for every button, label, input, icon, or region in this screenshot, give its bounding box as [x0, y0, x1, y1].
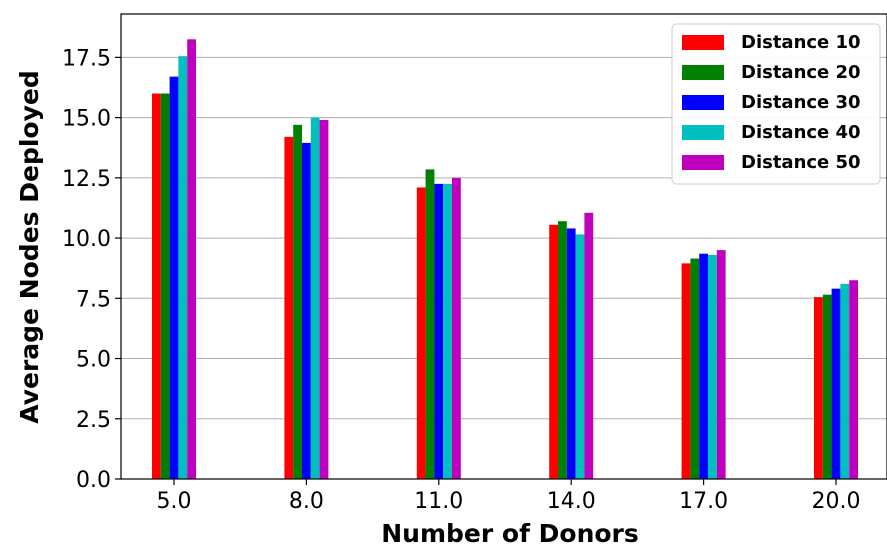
x-tick-label: 20.0: [812, 489, 861, 514]
bar-distance-20: [822, 294, 832, 479]
bar-distance-20: [558, 221, 567, 479]
x-tick-label: 8.0: [289, 489, 324, 514]
bar-distance-10: [416, 187, 426, 479]
legend: Distance 10 Distance 20 Distance 30 Distanc…: [671, 23, 881, 185]
gridlines: [121, 56, 887, 480]
y-tick-label: 17.5: [62, 46, 111, 71]
legend-label: Distance 40: [741, 122, 861, 143]
bar-distance-10: [549, 224, 558, 479]
y-axis: 0.0 2.5 5.0 7.5 10.0 12.5 15.0 17.5: [62, 46, 121, 493]
legend-label: Distance 10: [741, 32, 861, 53]
bar-distance-40: [443, 183, 452, 479]
bar-distance-50: [319, 120, 329, 479]
bar-distance-20: [690, 258, 700, 479]
bar-distance-40: [178, 56, 188, 480]
bar-distance-40: [310, 117, 320, 479]
bar-distance-30: [699, 253, 708, 479]
y-tick-label: 0.0: [76, 468, 111, 493]
bar-distance-40: [708, 254, 717, 479]
legend-swatch: [682, 35, 724, 50]
y-tick-label: 10.0: [62, 227, 111, 252]
y-tick-label: 5.0: [76, 348, 111, 373]
bar-distance-50: [584, 212, 594, 480]
y-tick-label: 7.5: [76, 287, 111, 312]
y-tick-label: 15.0: [62, 107, 111, 132]
x-tick-label: 5.0: [157, 489, 192, 514]
bar-distance-20: [425, 169, 435, 479]
bar-distance-50: [849, 280, 858, 479]
bar-distance-10: [814, 297, 823, 479]
legend-swatch: [682, 125, 724, 140]
bar-distance-10: [284, 136, 294, 479]
bars: [152, 39, 858, 480]
legend-box: [671, 23, 881, 185]
x-tick-label: 17.0: [679, 489, 728, 514]
bar-distance-30: [566, 228, 576, 479]
legend-label: Distance 20: [741, 62, 861, 83]
legend-label: Distance 50: [741, 152, 861, 173]
bar-distance-30: [169, 76, 179, 479]
bar-distance-10: [681, 263, 691, 479]
y-axis-title: Average Nodes Deployed: [15, 70, 44, 424]
bar-distance-30: [302, 142, 311, 479]
bar-distance-20: [160, 93, 170, 479]
x-tick-label: 14.0: [547, 489, 596, 514]
bar-distance-20: [293, 124, 302, 480]
bar-distance-30: [434, 183, 444, 479]
x-tick-label: 11.0: [414, 489, 463, 514]
bar-distance-40: [575, 234, 585, 479]
bar-distance-50: [187, 39, 196, 480]
legend-label: Distance 30: [741, 92, 861, 113]
x-axis-title: Number of Donors: [381, 519, 639, 545]
legend-swatch: [682, 65, 724, 80]
x-axis: 5.0 8.0 11.0 14.0 17.0 20.0: [157, 479, 861, 514]
legend-swatch: [682, 155, 724, 170]
y-tick-label: 2.5: [76, 408, 111, 433]
bar-distance-40: [840, 283, 850, 479]
plot-frame: [120, 13, 887, 480]
bar-distance-50: [452, 177, 461, 479]
y-tick-label: 12.5: [62, 167, 111, 192]
bar-distance-50: [716, 250, 726, 479]
bar-distance-10: [152, 93, 161, 479]
legend-swatch: [682, 95, 724, 110]
bar-distance-30: [831, 288, 841, 479]
